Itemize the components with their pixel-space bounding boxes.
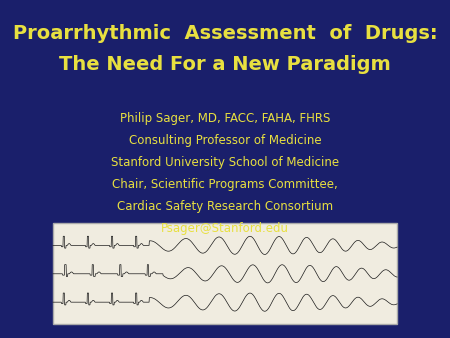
Text: Cardiac Safety Research Consortium: Cardiac Safety Research Consortium bbox=[117, 200, 333, 213]
Bar bbox=[53, 223, 397, 324]
Text: Consulting Professor of Medicine: Consulting Professor of Medicine bbox=[129, 134, 321, 147]
Text: Philip Sager, MD, FACC, FAHA, FHRS: Philip Sager, MD, FACC, FAHA, FHRS bbox=[120, 112, 330, 125]
Text: The Need For a New Paradigm: The Need For a New Paradigm bbox=[59, 55, 391, 74]
Text: Chair, Scientific Programs Committee,: Chair, Scientific Programs Committee, bbox=[112, 178, 338, 191]
Text: Psager@Stanford.edu: Psager@Stanford.edu bbox=[161, 222, 289, 235]
Text: Proarrhythmic  Assessment  of  Drugs:: Proarrhythmic Assessment of Drugs: bbox=[13, 24, 437, 43]
Text: Stanford University School of Medicine: Stanford University School of Medicine bbox=[111, 156, 339, 169]
